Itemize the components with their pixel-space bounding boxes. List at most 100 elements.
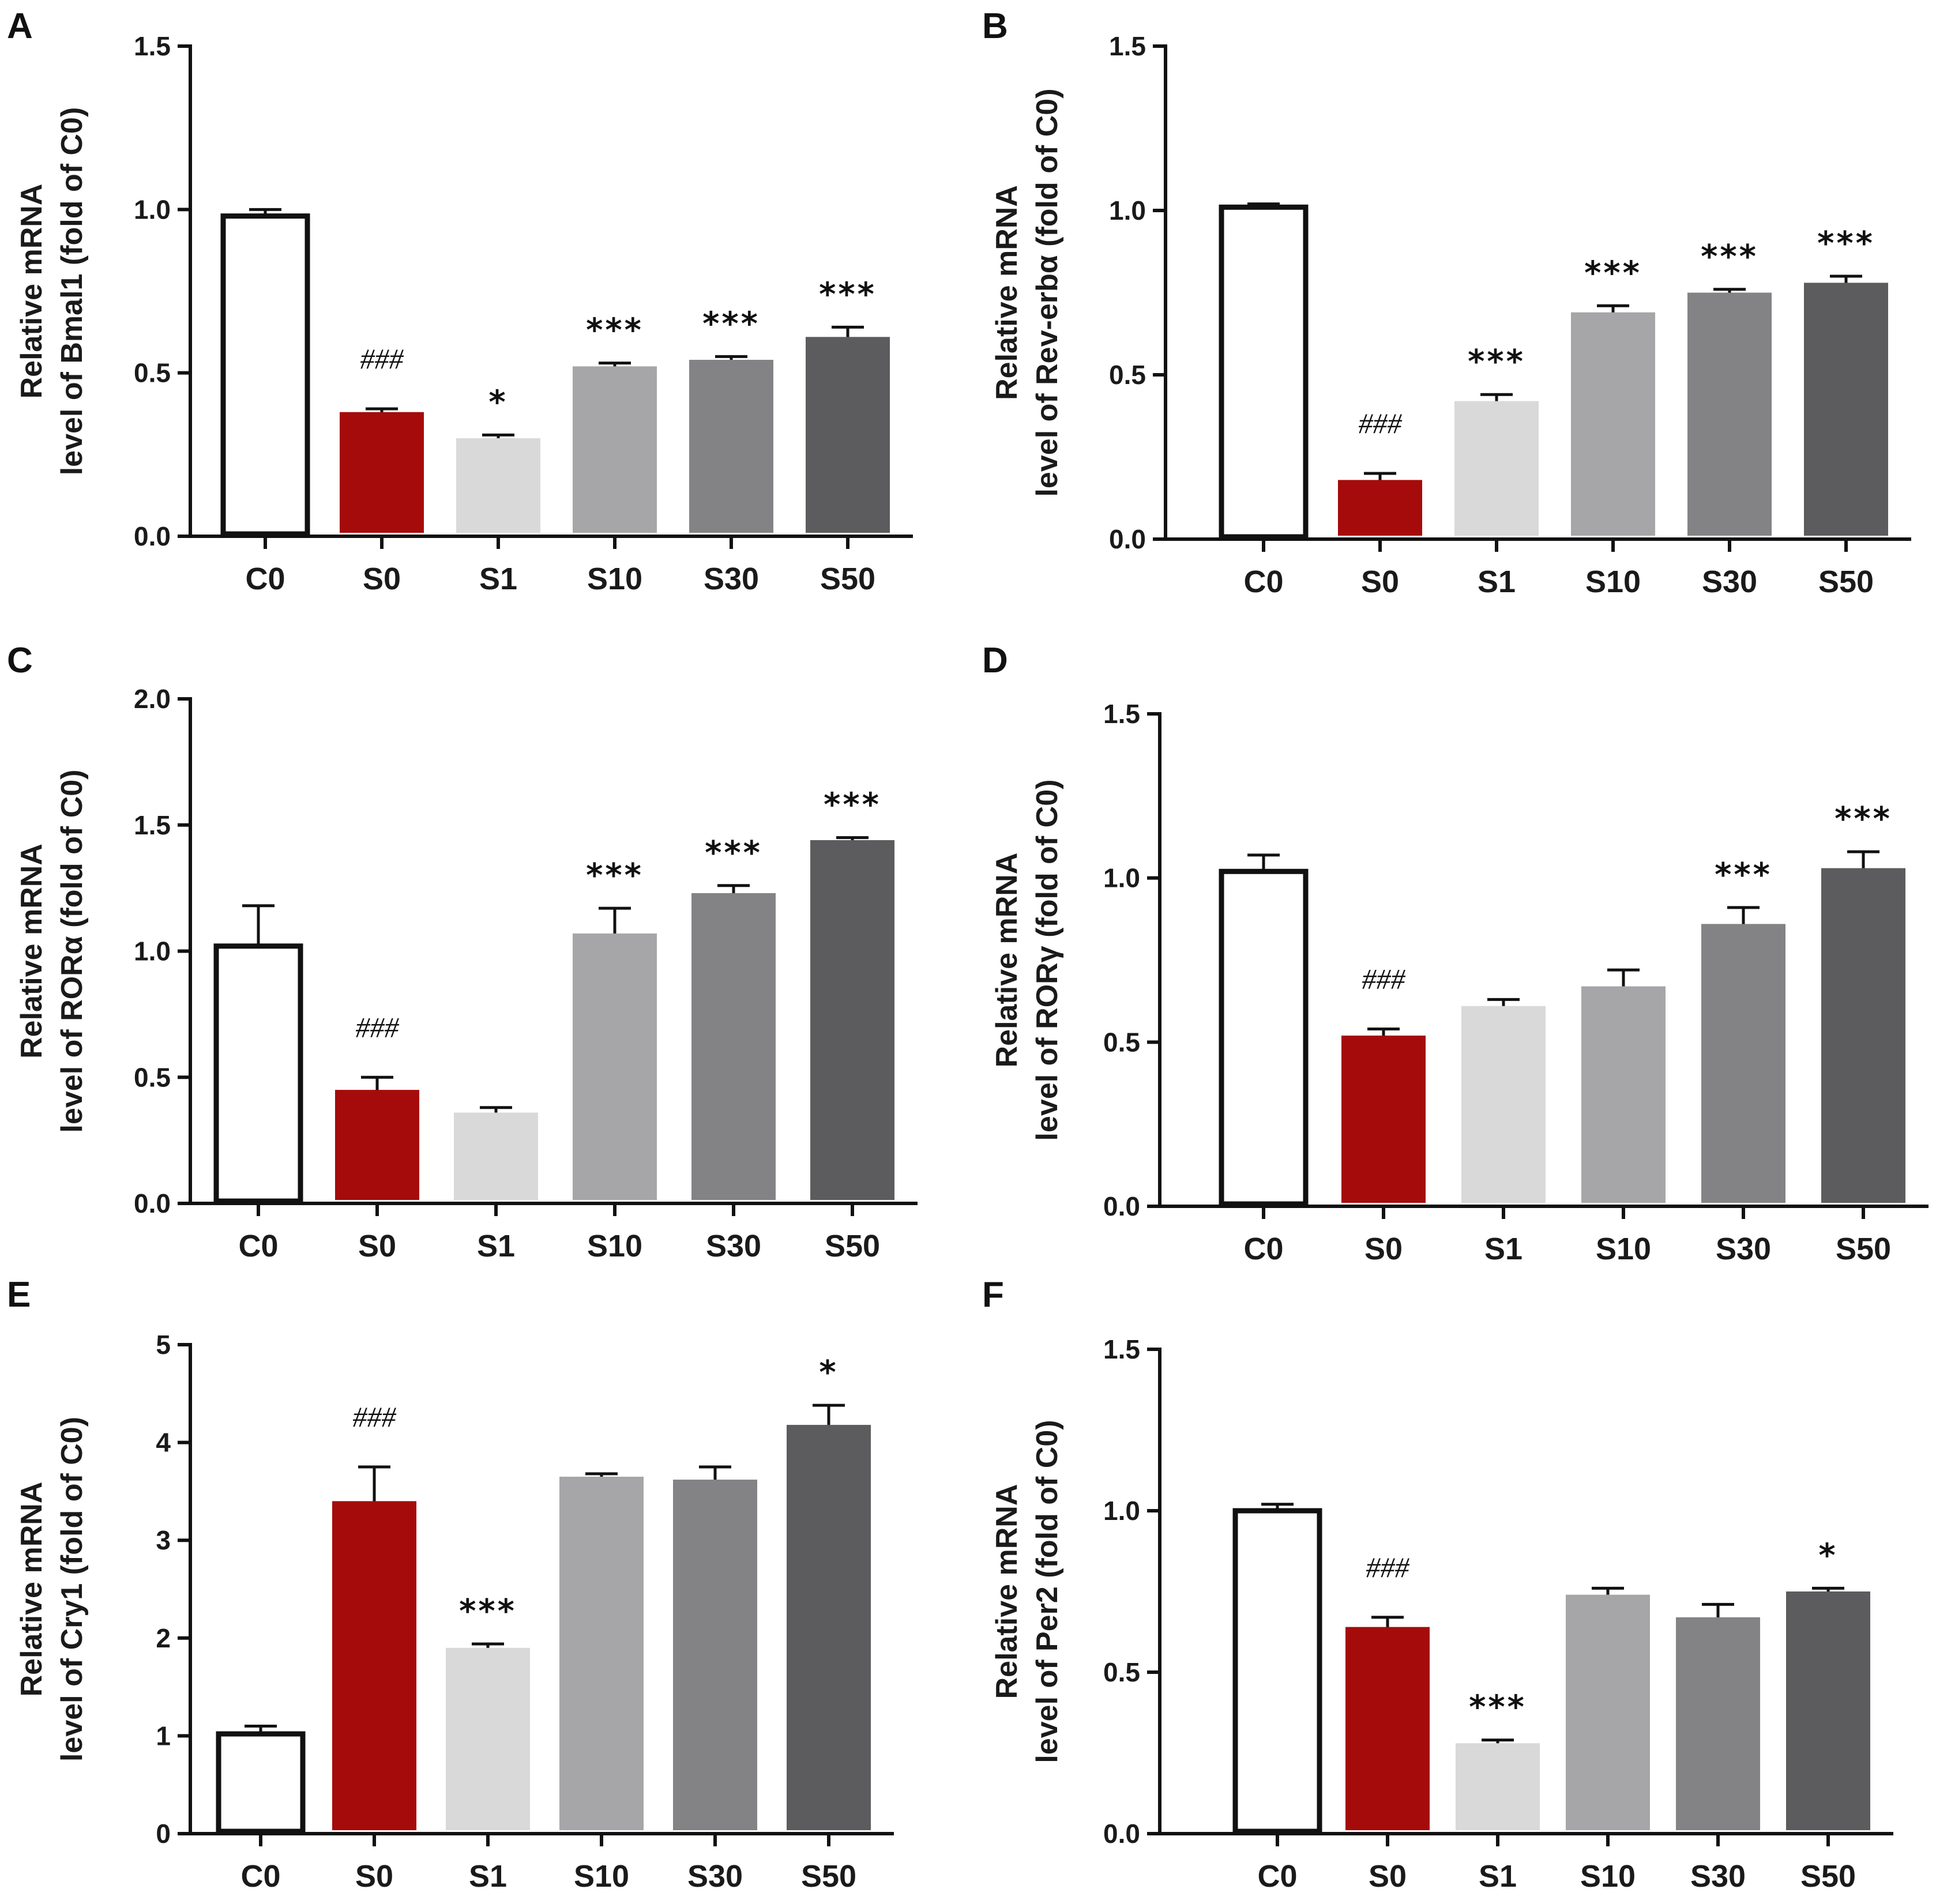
bar-s30 [1676,1617,1760,1830]
x-category-label: C0 [1243,565,1283,599]
x-category-label: C0 [238,1229,278,1263]
y-tick-label: 1.5 [1103,1334,1140,1364]
significance-stars: * [1818,1537,1837,1574]
bar-s50 [787,1425,871,1830]
y-axis-label-line2: level of RORγ (fold of C0) [1031,780,1064,1141]
x-category-label: S50 [801,1859,856,1894]
y-tick-label: 1.0 [1103,863,1140,893]
x-category-label: S50 [1818,565,1874,599]
bar-s1 [454,1112,538,1200]
x-category-label: S30 [706,1229,761,1263]
bar-s50 [806,337,890,533]
y-tick-label: 1.5 [134,810,171,840]
bar-s1 [1456,1743,1540,1830]
y-tick-label: 1.0 [134,194,171,224]
x-category-label: S10 [587,1229,642,1263]
hash-annotation: ### [356,1011,400,1043]
x-category-label: S0 [363,562,401,596]
x-category-label: S1 [469,1859,507,1894]
bar-s0 [340,412,424,533]
chart-f: F Relative mRNA level of Per2 (fold of C0)… [982,1275,1893,1894]
bar-s30 [1687,292,1772,536]
hash-annotation: ### [1366,1551,1410,1583]
bar-s1 [456,438,540,533]
significance-stars: *** [702,305,760,343]
x-category-label: S0 [358,1229,396,1263]
x-category-label: C0 [1257,1859,1297,1894]
bar-s0 [332,1501,416,1830]
x-category-label: S50 [1836,1232,1891,1266]
y-tick-label: 2 [156,1623,171,1653]
x-category-label: S10 [1585,565,1641,599]
bar-s10 [1581,986,1666,1203]
hash-annotation: ### [360,343,404,375]
y-tick-label: 1.5 [1103,699,1140,729]
bar-s30 [691,893,776,1200]
significance-stars: *** [1817,225,1875,262]
significance-stars: * [488,383,508,421]
bar-s1 [1454,401,1539,536]
bar-s10 [573,933,657,1200]
x-category-label: S10 [1596,1232,1651,1266]
y-tick-label: 1.5 [1109,31,1146,61]
y-tick-label: 0.0 [1109,524,1146,554]
bar-s10 [559,1476,644,1830]
x-category-label: S10 [574,1859,629,1894]
significance-stars: *** [705,834,762,872]
x-category-label: S50 [820,562,875,596]
y-axis-label-line2: level of Rev-erbα (fold of C0) [1031,88,1064,496]
y-tick-label: 0 [156,1819,171,1849]
y-tick-label: 0.5 [1109,360,1146,390]
y-tick-label: 0.0 [1103,1191,1140,1221]
x-category-label: C0 [245,562,285,596]
panel-letter: F [982,1275,1004,1315]
x-category-label: S0 [355,1859,393,1894]
bar-s1 [1461,1006,1546,1203]
bar-s0 [1338,480,1422,536]
bar-s0 [1341,1035,1426,1203]
bar-c0 [216,1731,306,1834]
y-tick-label: 0.5 [134,1062,171,1092]
bar-s0 [1345,1627,1430,1830]
x-category-label: S30 [1690,1859,1746,1894]
bar-c0 [1219,868,1309,1207]
significance-stars: *** [586,857,644,894]
y-tick-label: 0.5 [1103,1027,1140,1057]
x-category-label: S50 [1800,1859,1856,1894]
significance-stars: *** [459,1593,517,1630]
chart-e: E Relative mRNA level of Cry1 (fold of C0)… [7,1275,894,1894]
hash-annotation: ### [1362,963,1406,995]
y-tick-label: 0.5 [1103,1657,1140,1687]
significance-stars: * [819,1354,838,1391]
significance-stars: *** [1715,856,1772,894]
hash-annotation: ### [1359,407,1403,439]
panel-letter: B [982,6,1008,46]
y-tick-label: 1.0 [1103,1496,1140,1526]
y-axis-label-line1: Relative mRNA [990,185,1024,400]
y-tick-label: 2.0 [134,684,171,714]
significance-stars: *** [1584,254,1642,292]
y-axis-label-line1: Relative mRNA [15,1482,48,1697]
y-tick-label: 1.0 [1109,195,1146,225]
panel-f: F Relative mRNA level of Per2 (fold of C0)… [975,1269,1950,1903]
bar-c0 [220,213,310,537]
y-tick-label: 0.0 [1103,1819,1140,1849]
y-axis-label-line1: Relative mRNA [15,844,48,1059]
chart-a: A Relative mRNA level of Bmal1 (fold of C0… [7,6,913,596]
panel-letter: C [7,641,33,680]
significance-stars: *** [1835,800,1892,838]
x-category-label: S0 [1364,1232,1403,1266]
significance-stars: *** [819,276,877,313]
chart-b: B Relative mRNA level of Rev-erbα (fold of… [982,6,1911,599]
hash-annotation: ### [353,1401,397,1433]
significance-stars: *** [1469,1689,1527,1726]
y-tick-label: 0.5 [134,358,171,388]
panel-e: E Relative mRNA level of Cry1 (fold of C0)… [0,1269,975,1903]
bar-s30 [689,360,773,533]
bar-s50 [1821,868,1905,1203]
x-category-label: S1 [477,1229,515,1263]
y-tick-label: 4 [156,1428,171,1458]
significance-stars: *** [824,787,881,824]
y-tick-label: 1 [156,1721,171,1751]
